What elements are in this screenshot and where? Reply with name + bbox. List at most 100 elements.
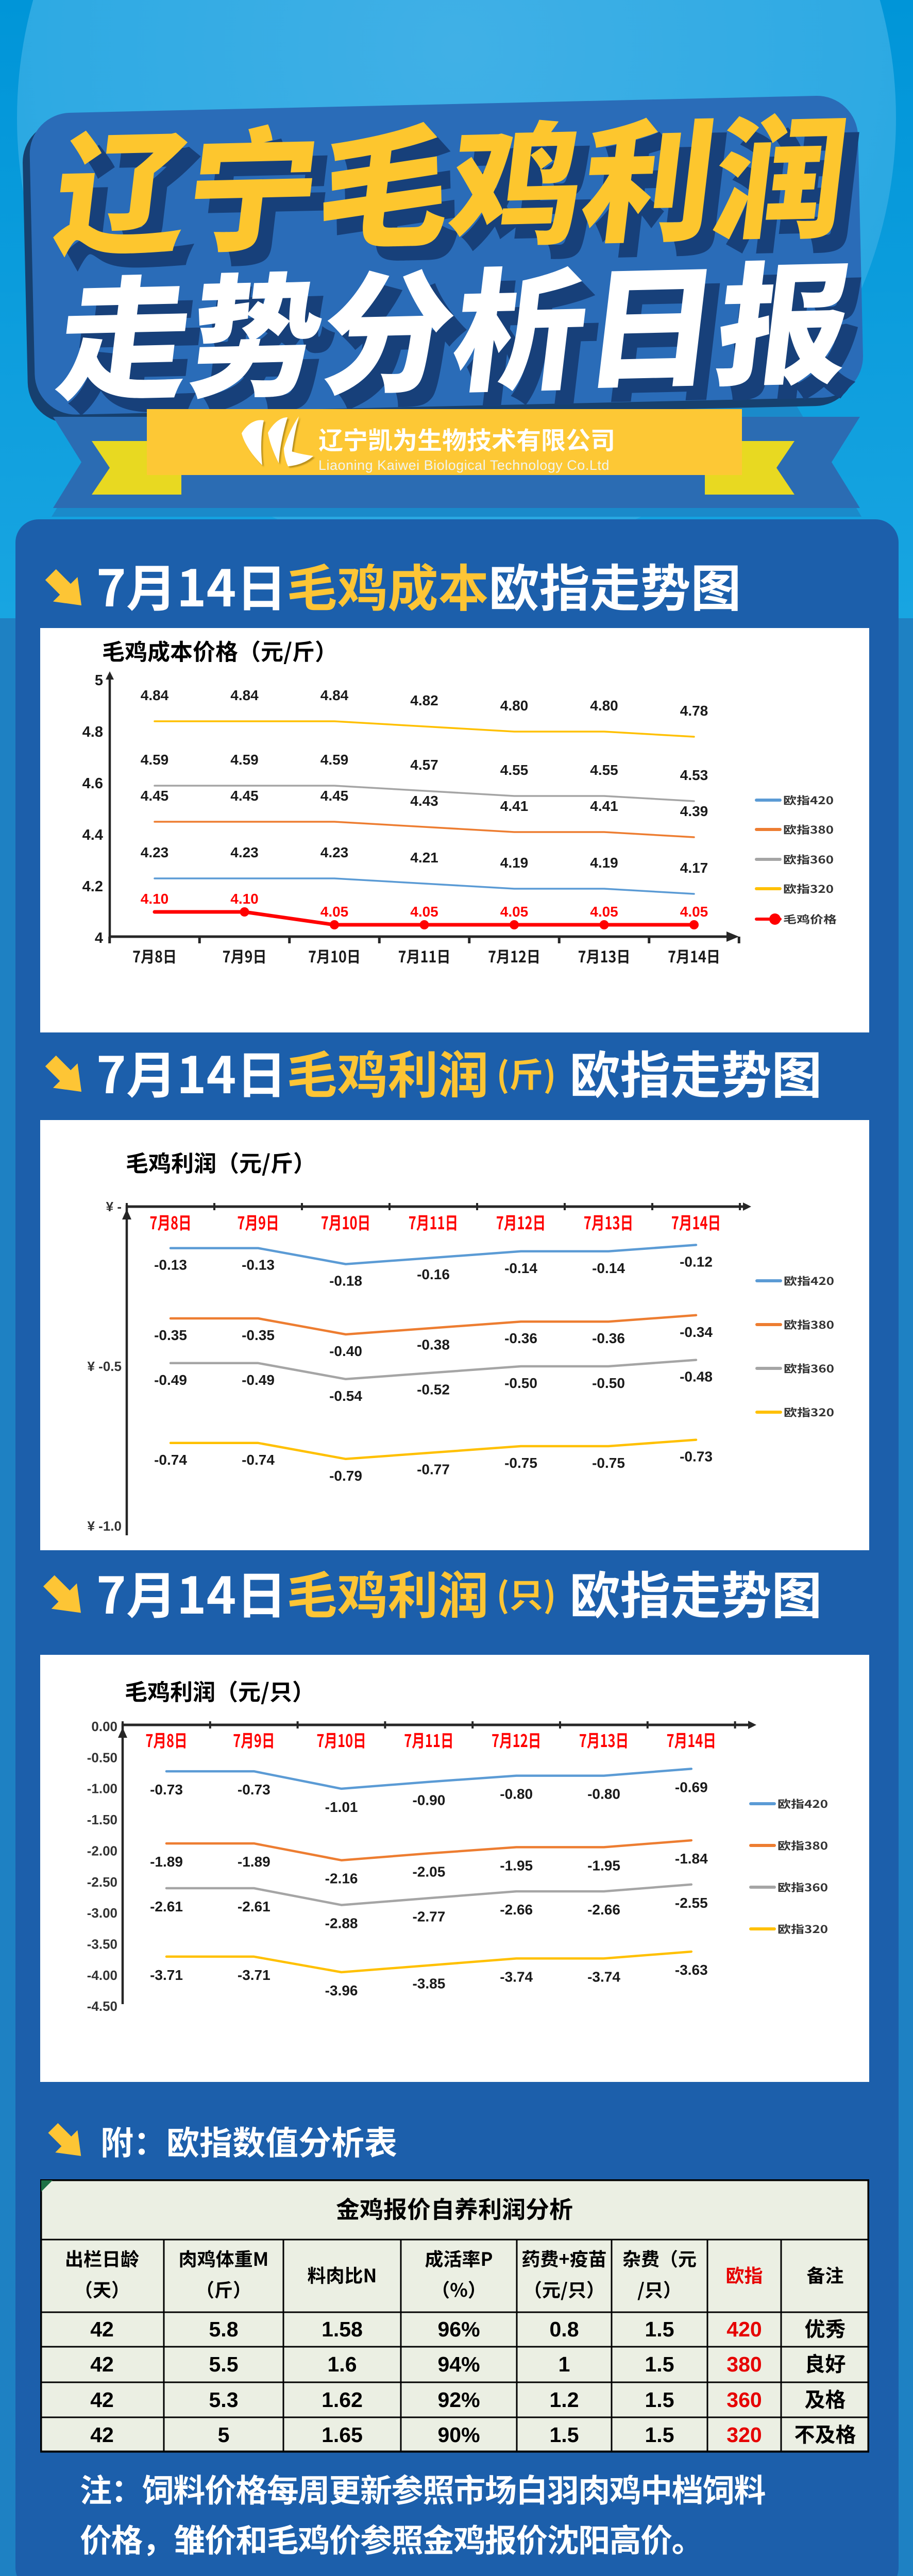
svg-text:-2.00: -2.00 xyxy=(87,1843,117,1858)
svg-text:-1.01: -1.01 xyxy=(325,1799,358,1815)
svg-text:4.19: 4.19 xyxy=(590,855,618,871)
svg-text:-3.00: -3.00 xyxy=(87,1905,117,1921)
svg-text:4.6: 4.6 xyxy=(82,775,103,792)
svg-text:1.5: 1.5 xyxy=(645,2388,674,2412)
svg-text:4.59: 4.59 xyxy=(320,752,349,768)
svg-text:4.84: 4.84 xyxy=(141,687,169,703)
svg-text:-2.05: -2.05 xyxy=(412,1863,445,1879)
svg-text:4.05: 4.05 xyxy=(500,904,529,920)
svg-text:92%: 92% xyxy=(437,2388,480,2412)
svg-text:1.5: 1.5 xyxy=(645,2352,674,2376)
svg-text:-2.77: -2.77 xyxy=(412,1908,445,1924)
svg-text:-3.74: -3.74 xyxy=(587,1969,620,1985)
svg-text:-0.73: -0.73 xyxy=(238,1782,270,1798)
svg-text:380: 380 xyxy=(726,2352,762,2376)
svg-text:1.58: 1.58 xyxy=(322,2317,363,2341)
svg-text:-0.48: -0.48 xyxy=(680,1369,713,1385)
svg-text:-2.50: -2.50 xyxy=(87,1874,117,1890)
svg-text:96%: 96% xyxy=(437,2317,480,2341)
svg-text:-0.14: -0.14 xyxy=(592,1260,625,1276)
svg-text:4.05: 4.05 xyxy=(320,904,349,920)
svg-text:4.78: 4.78 xyxy=(680,703,708,719)
svg-text:-0.35: -0.35 xyxy=(242,1327,275,1343)
svg-text:1.2: 1.2 xyxy=(550,2388,579,2412)
svg-text:-0.36: -0.36 xyxy=(504,1330,537,1346)
svg-text:-0.75: -0.75 xyxy=(592,1455,625,1471)
svg-text:¥ -0.5: ¥ -0.5 xyxy=(88,1359,122,1374)
svg-text:5: 5 xyxy=(218,2423,230,2447)
svg-text:4.4: 4.4 xyxy=(82,827,103,843)
svg-text:-0.50: -0.50 xyxy=(592,1375,625,1391)
svg-text:4.80: 4.80 xyxy=(500,698,529,714)
svg-text:5.3: 5.3 xyxy=(209,2388,239,2412)
svg-text:320: 320 xyxy=(726,2423,762,2447)
svg-text:4.80: 4.80 xyxy=(590,698,618,714)
svg-text:4.17: 4.17 xyxy=(680,860,708,876)
svg-text:-0.12: -0.12 xyxy=(680,1253,713,1269)
svg-text:4.53: 4.53 xyxy=(680,767,708,783)
svg-text:-0.49: -0.49 xyxy=(242,1372,275,1388)
svg-text:-0.73: -0.73 xyxy=(150,1782,183,1798)
svg-text:-2.61: -2.61 xyxy=(238,1899,270,1914)
svg-text:4.57: 4.57 xyxy=(410,757,438,773)
svg-text:1.65: 1.65 xyxy=(322,2423,363,2447)
svg-text:-1.95: -1.95 xyxy=(587,1857,620,1873)
svg-text:94%: 94% xyxy=(437,2352,480,2376)
svg-text:4.05: 4.05 xyxy=(410,904,438,920)
svg-text:4.23: 4.23 xyxy=(141,844,169,860)
svg-text:1.62: 1.62 xyxy=(322,2388,363,2412)
svg-text:-0.80: -0.80 xyxy=(500,1786,533,1802)
svg-text:-0.14: -0.14 xyxy=(504,1260,537,1276)
svg-text:42: 42 xyxy=(90,2423,114,2447)
svg-text:1.6: 1.6 xyxy=(328,2352,357,2376)
svg-text:-1.89: -1.89 xyxy=(238,1854,270,1870)
svg-text:-0.75: -0.75 xyxy=(504,1455,537,1471)
svg-text:1.5: 1.5 xyxy=(645,2317,674,2341)
svg-text:-0.77: -0.77 xyxy=(417,1461,450,1477)
svg-text:5: 5 xyxy=(95,672,103,689)
svg-text:5.5: 5.5 xyxy=(209,2352,239,2376)
svg-text:4: 4 xyxy=(95,930,103,946)
svg-text:-2.66: -2.66 xyxy=(587,1902,620,1918)
svg-text:-0.54: -0.54 xyxy=(329,1388,362,1404)
svg-text:-0.74: -0.74 xyxy=(242,1452,275,1468)
svg-text:-0.35: -0.35 xyxy=(154,1327,187,1343)
svg-text:-2.66: -2.66 xyxy=(500,1902,533,1918)
svg-text:42: 42 xyxy=(90,2352,114,2376)
svg-text:420: 420 xyxy=(726,2317,762,2341)
svg-text:-2.16: -2.16 xyxy=(325,1871,358,1887)
svg-text:4.43: 4.43 xyxy=(410,793,438,809)
svg-text:-3.74: -3.74 xyxy=(500,1969,533,1985)
svg-text:¥ -: ¥ - xyxy=(106,1199,122,1214)
svg-text:-0.34: -0.34 xyxy=(680,1324,713,1340)
svg-text:-0.52: -0.52 xyxy=(417,1381,450,1397)
svg-text:-1.89: -1.89 xyxy=(150,1854,183,1870)
svg-text:-0.16: -0.16 xyxy=(417,1266,450,1282)
svg-text:¥ -1.0: ¥ -1.0 xyxy=(88,1518,122,1534)
svg-text:4.84: 4.84 xyxy=(320,687,349,703)
svg-text:-2.61: -2.61 xyxy=(150,1899,183,1914)
svg-text:-0.80: -0.80 xyxy=(587,1786,620,1802)
svg-text:-0.13: -0.13 xyxy=(242,1257,275,1273)
svg-text:-0.74: -0.74 xyxy=(154,1452,187,1468)
svg-text:1: 1 xyxy=(559,2352,570,2376)
svg-text:4.10: 4.10 xyxy=(141,891,169,907)
svg-text:4.55: 4.55 xyxy=(500,762,529,778)
svg-text:-1.00: -1.00 xyxy=(87,1781,117,1797)
svg-text:-3.50: -3.50 xyxy=(87,1936,117,1952)
svg-text:4.19: 4.19 xyxy=(500,855,529,871)
svg-text:4.45: 4.45 xyxy=(141,788,169,804)
svg-text:0.8: 0.8 xyxy=(550,2317,579,2341)
svg-text:-0.49: -0.49 xyxy=(154,1372,187,1388)
svg-text:5.8: 5.8 xyxy=(209,2317,239,2341)
svg-text:4.45: 4.45 xyxy=(230,788,259,804)
svg-text:4.41: 4.41 xyxy=(590,798,618,814)
svg-text:-0.73: -0.73 xyxy=(680,1449,713,1465)
svg-text:-0.40: -0.40 xyxy=(329,1343,362,1359)
svg-text:4.23: 4.23 xyxy=(320,844,349,860)
svg-text:4.59: 4.59 xyxy=(230,752,259,768)
svg-text:4.10: 4.10 xyxy=(230,891,259,907)
svg-text:-4.00: -4.00 xyxy=(87,1968,117,1983)
svg-text:-0.50: -0.50 xyxy=(87,1750,117,1765)
svg-text:-3.71: -3.71 xyxy=(150,1967,183,1983)
